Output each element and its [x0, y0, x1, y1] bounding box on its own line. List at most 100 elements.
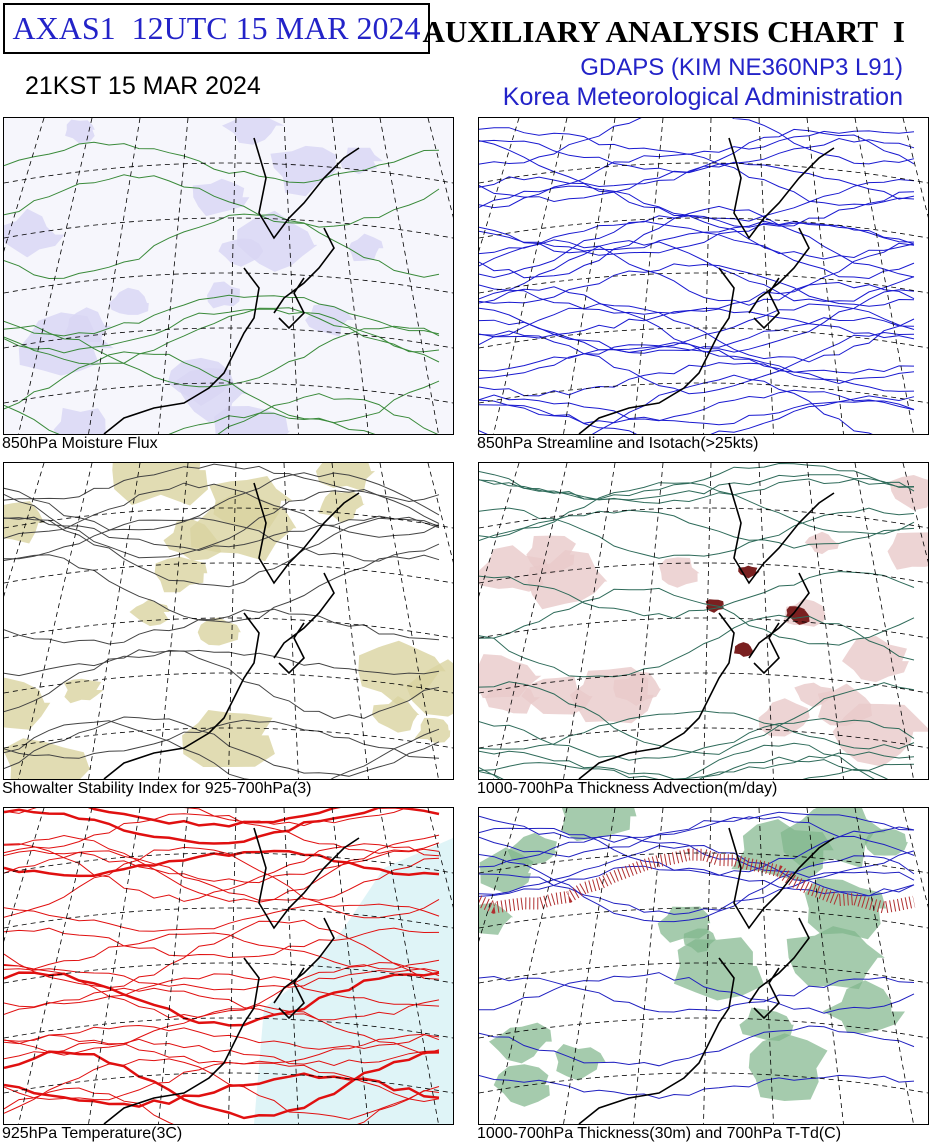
panel-caption: 1000-700hPa Thickness Advection(m/day) [477, 780, 778, 797]
field-shade [129, 598, 170, 627]
contour [479, 811, 915, 843]
contour [479, 308, 915, 340]
field-shade [887, 532, 928, 570]
contour [479, 239, 915, 306]
lon-line [633, 463, 664, 779]
contour [479, 742, 875, 779]
contour [4, 813, 440, 854]
contour [479, 854, 915, 923]
field-shade [822, 980, 905, 1034]
field-shade [659, 557, 700, 588]
lon-line [228, 118, 237, 434]
map-panel [3, 807, 454, 1125]
coastline [578, 482, 835, 779]
local-time: 21KST 15 MAR 2024 [25, 72, 261, 100]
lat-line [479, 382, 928, 404]
contour [479, 240, 915, 302]
map-panel [478, 462, 929, 780]
contour [479, 128, 915, 188]
contour [4, 720, 440, 779]
panel-caption: 925hPa Temperature(3C) [2, 1125, 183, 1142]
lat-line [4, 562, 453, 584]
contour [479, 374, 873, 434]
lon-line [703, 118, 712, 434]
field-shade [889, 475, 928, 511]
contour [4, 1050, 440, 1120]
lon-line [703, 808, 712, 1124]
field-shade [163, 519, 222, 561]
contour [4, 1024, 440, 1050]
agency: Korea Meteorological Administration [502, 83, 903, 111]
contour [4, 517, 440, 562]
contour [4, 808, 440, 845]
field-shade [108, 287, 149, 315]
contour [479, 762, 915, 779]
contour [4, 919, 440, 989]
lat-line [4, 382, 453, 404]
contour [479, 118, 915, 165]
field-shade [479, 654, 542, 699]
lon-line [493, 808, 568, 1124]
lat-line [4, 852, 453, 874]
contour [479, 614, 915, 678]
contour [4, 482, 440, 539]
coastline [578, 827, 835, 1124]
lon-line [479, 808, 520, 942]
contour [4, 1087, 440, 1124]
contour [479, 330, 915, 395]
lon-line [18, 118, 93, 434]
lon-line [331, 808, 369, 1124]
lon-line [4, 808, 45, 942]
field-shade [182, 710, 275, 767]
contour [4, 849, 440, 878]
field-shade [526, 535, 576, 575]
lon-line [4, 463, 45, 597]
lat-line [479, 162, 928, 184]
field-shade [673, 937, 765, 1001]
contour [4, 213, 440, 280]
contour [479, 750, 915, 779]
lat-line [479, 727, 928, 749]
contour [479, 281, 915, 315]
contour [479, 826, 915, 876]
field-shade [18, 312, 114, 376]
field-shade [112, 463, 208, 506]
field-shade [348, 233, 384, 262]
lon-line [806, 808, 844, 1124]
contour [479, 176, 915, 222]
contour [4, 1058, 440, 1120]
contour [4, 1033, 440, 1065]
field-shade [786, 926, 885, 990]
lat-line [479, 672, 928, 694]
field-shade [842, 636, 909, 683]
contour [4, 903, 440, 932]
lon-line [158, 808, 189, 1124]
lat-line [479, 907, 928, 929]
field-shade [507, 832, 558, 865]
lon-line [427, 808, 453, 908]
field-shade [794, 682, 835, 708]
lat-line [4, 1072, 453, 1094]
lat-line [479, 217, 928, 239]
contour [479, 681, 915, 755]
contour [4, 294, 440, 337]
coastline [578, 137, 835, 434]
lat-line [4, 272, 453, 294]
lon-line [18, 463, 93, 779]
contour [4, 932, 440, 970]
contour [479, 286, 915, 353]
contour [87, 808, 341, 828]
contour [479, 185, 915, 228]
field-shade [804, 531, 840, 555]
contour [479, 400, 915, 434]
contour [479, 834, 915, 878]
lon-line [18, 808, 93, 1124]
contour [479, 215, 915, 280]
lon-line [758, 463, 774, 779]
contour [479, 345, 915, 374]
lat-line [4, 1017, 453, 1039]
contour [4, 1038, 440, 1067]
lon-line [493, 118, 568, 434]
lon-line [758, 118, 774, 434]
